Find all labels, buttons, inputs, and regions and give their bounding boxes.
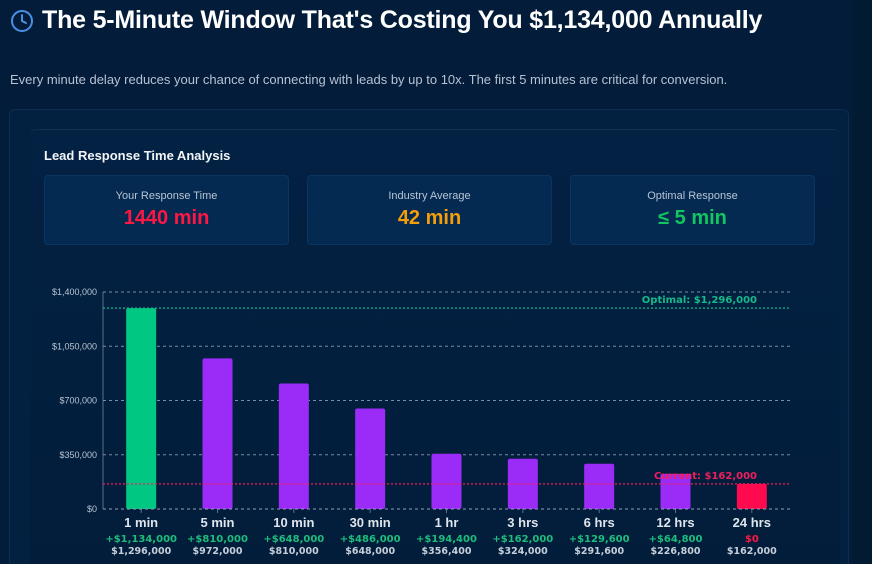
- clock-icon: [11, 9, 33, 32]
- reference-label-current: Current: $162,000: [654, 471, 757, 482]
- x-tick-label: 30 min: [350, 515, 391, 530]
- value-label: $356,400: [422, 546, 472, 557]
- value-label: $648,000: [345, 546, 395, 557]
- bar-5-min: [202, 358, 233, 509]
- value-label: $972,000: [193, 546, 243, 557]
- bar-30-min: [355, 408, 386, 509]
- x-tick-label: 10 min: [273, 515, 314, 530]
- y-tick-label: $1,050,000: [52, 341, 97, 351]
- bar-24-hrs: [736, 483, 767, 509]
- stat-card-optimal-response: Optimal Response ≤ 5 min: [570, 175, 815, 245]
- page-edge: [852, 0, 872, 564]
- stat-card-your-response: Your Response Time 1440 min: [44, 175, 289, 245]
- stat-label: Industry Average: [388, 190, 471, 202]
- header: The 5-Minute Window That's Costing You $…: [10, 6, 762, 35]
- gain-label: +$129,600: [569, 534, 630, 545]
- stat-value: 42 min: [397, 207, 462, 229]
- y-tick-label: $700,000: [59, 396, 97, 406]
- value-label: $810,000: [269, 546, 319, 557]
- gain-label: +$486,000: [340, 534, 401, 545]
- y-tick-label: $350,000: [59, 450, 97, 460]
- value-label: $162,000: [727, 546, 777, 557]
- reference-label-optimal: Optimal: $1,296,000: [642, 295, 757, 306]
- x-tick-label: 1 hr: [435, 515, 459, 530]
- value-label: $291,600: [574, 546, 624, 557]
- stat-value: 1440 min: [123, 207, 210, 229]
- page-title: The 5-Minute Window That's Costing You $…: [42, 6, 763, 34]
- gain-label: +$1,134,000: [105, 534, 177, 545]
- y-tick-label: $1,400,000: [52, 287, 97, 297]
- bar-1-min: [126, 308, 157, 509]
- gain-label: +$162,000: [492, 534, 553, 545]
- gain-label: +$194,400: [416, 534, 477, 545]
- bar-6-hrs: [584, 463, 615, 509]
- gain-label: +$810,000: [187, 534, 248, 545]
- x-tick-label: 24 hrs: [733, 515, 771, 530]
- x-tick-label: 1 min: [124, 515, 158, 530]
- stat-label: Optimal Response: [647, 190, 738, 202]
- x-tick-label: 6 hrs: [584, 515, 615, 530]
- x-tick-label: 3 hrs: [507, 515, 538, 530]
- value-label: $1,296,000: [111, 546, 171, 557]
- stat-card-industry-average: Industry Average 42 min: [307, 175, 552, 245]
- stat-value: ≤ 5 min: [658, 207, 727, 229]
- value-label: $226,800: [651, 546, 701, 557]
- value-label: $324,000: [498, 546, 548, 557]
- gain-label: $0: [745, 534, 759, 545]
- y-tick-label: $0: [87, 504, 97, 514]
- section-title: Lead Response Time Analysis: [44, 148, 231, 163]
- bar-12-hrs: [660, 473, 691, 509]
- x-tick-label: 12 hrs: [656, 515, 694, 530]
- x-tick-label: 5 min: [201, 515, 235, 530]
- page-subtitle: Every minute delay reduces your chance o…: [10, 72, 728, 87]
- gain-label: +$64,800: [649, 534, 703, 545]
- bar-3-hrs: [507, 458, 538, 509]
- bar-1-hr: [431, 453, 462, 509]
- stat-label: Your Response Time: [115, 190, 218, 202]
- bar-10-min: [278, 383, 309, 509]
- gain-label: +$648,000: [263, 534, 324, 545]
